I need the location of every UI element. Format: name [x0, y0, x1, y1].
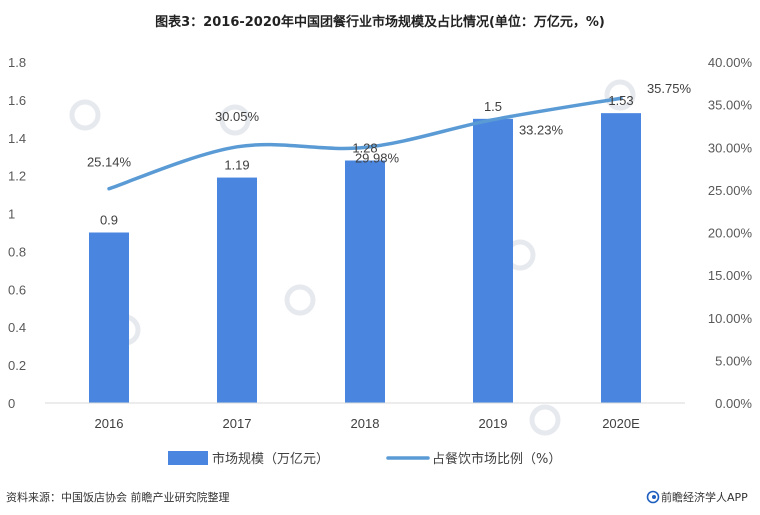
watermark-logo-icon: [604, 79, 636, 111]
legend-swatch-bar: [168, 451, 208, 465]
bar: [89, 232, 129, 403]
bar-series: [89, 113, 641, 404]
x-tick-label: 2016: [95, 416, 124, 431]
bar: [345, 160, 385, 403]
x-tick-label: 2017: [223, 416, 252, 431]
y-right-tick-label: 5.00%: [715, 353, 752, 368]
footer-brand-text: 前瞻经济学人APP: [661, 490, 748, 504]
x-tick-label: 2018: [351, 416, 380, 431]
line-path: [107, 96, 623, 191]
line-value-label: 29.98%: [355, 150, 400, 165]
brand-logo-icon: [646, 490, 660, 504]
line-value-label: 35.75%: [647, 81, 692, 96]
y-right-tick-label: 10.00%: [708, 311, 753, 326]
line-value-label: 25.14%: [87, 155, 132, 170]
bar-value-label: 0.9: [100, 213, 118, 228]
footer-source: 资料来源：中国饭店协会 前瞻产业研究院整理: [6, 490, 230, 504]
bar-labels: 0.9 1.19 1.28 1.5 1.53: [100, 93, 634, 227]
x-tick-label: 2020E: [602, 416, 640, 431]
y-left-tick-label: 1: [8, 207, 15, 222]
chart-title: 图表3：2016-2020年中国团餐行业市场规模及占比情况(单位：万亿元，%): [155, 14, 605, 30]
x-axis: 2016 2017 2018 2019 2020E: [45, 402, 685, 431]
footer: 资料来源：中国饭店协会 前瞻产业研究院整理 前瞻经济学人APP: [6, 490, 748, 504]
bar: [217, 177, 257, 403]
bar-value-label: 1.5: [484, 99, 502, 114]
y-left-tick-label: 0: [8, 396, 15, 411]
y-right-tick-label: 30.00%: [708, 140, 753, 155]
y-right-tick-label: 0.00%: [715, 396, 752, 411]
bar-value-label: 1.53: [608, 93, 633, 108]
watermark-logo-icon: [219, 104, 251, 136]
y-left-tick-label: 0.6: [8, 282, 26, 297]
y-left-tick-label: 1.6: [8, 93, 26, 108]
y-right-tick-label: 40.00%: [708, 55, 753, 70]
line-series: [107, 96, 623, 191]
y-right-tick-label: 15.00%: [708, 268, 753, 283]
bar-value-label: 1.19: [224, 158, 249, 173]
y-left-tick-label: 0.2: [8, 358, 26, 373]
legend-label-bar: 市场规模（万亿元）: [212, 451, 329, 467]
y-left-tick-label: 1.2: [8, 169, 26, 184]
watermark-logo-icon: [69, 99, 101, 131]
y-left-tick-label: 0.4: [8, 320, 26, 335]
legend: 市场规模（万亿元） 占餐饮市场比例（%）: [168, 451, 561, 467]
y-right-tick-label: 25.00%: [708, 183, 753, 198]
y-right-tick-label: 35.00%: [708, 98, 753, 113]
y-axis-left: 0 0.2 0.4 0.6 0.8 1 1.2 1.4 1.6 1.8: [8, 55, 26, 411]
line-value-label: 33.23%: [519, 123, 564, 138]
bar-value-label: 1.28: [352, 141, 377, 156]
watermark-logo-icon: [529, 404, 561, 436]
y-left-tick-label: 0.8: [8, 244, 26, 259]
bar: [601, 113, 641, 404]
x-tick-label: 2019: [479, 416, 508, 431]
footer-brand: 前瞻经济学人APP: [646, 490, 748, 504]
y-axis-right: 0.00% 5.00% 10.00% 15.00% 20.00% 25.00% 30.00%…: [708, 55, 753, 411]
watermark-logo-icon: [284, 284, 316, 316]
line-labels: 25.14% 30.05% 29.98% 33.23% 35.75%: [87, 81, 692, 169]
legend-label-line: 占餐饮市场比例（%）: [432, 451, 561, 467]
bar: [473, 118, 513, 403]
line-value-label: 30.05%: [215, 109, 260, 124]
y-left-tick-label: 1.4: [8, 131, 26, 146]
y-left-tick-label: 1.8: [8, 55, 26, 70]
y-right-tick-label: 20.00%: [708, 226, 753, 241]
